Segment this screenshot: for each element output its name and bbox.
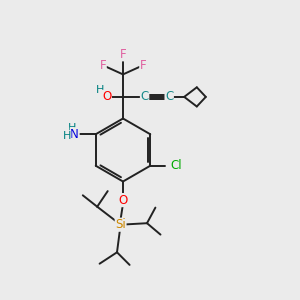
Text: F: F [140,58,146,72]
Text: H: H [96,85,104,95]
Text: H: H [62,131,71,141]
Text: C: C [165,90,173,104]
Text: Cl: Cl [170,159,182,172]
Text: N: N [70,128,79,141]
Text: O: O [102,90,111,104]
Text: Si: Si [115,218,126,231]
Text: C: C [140,90,149,104]
Text: H: H [68,123,76,133]
Text: O: O [118,194,127,207]
Text: F: F [100,58,106,72]
Text: F: F [120,48,126,61]
